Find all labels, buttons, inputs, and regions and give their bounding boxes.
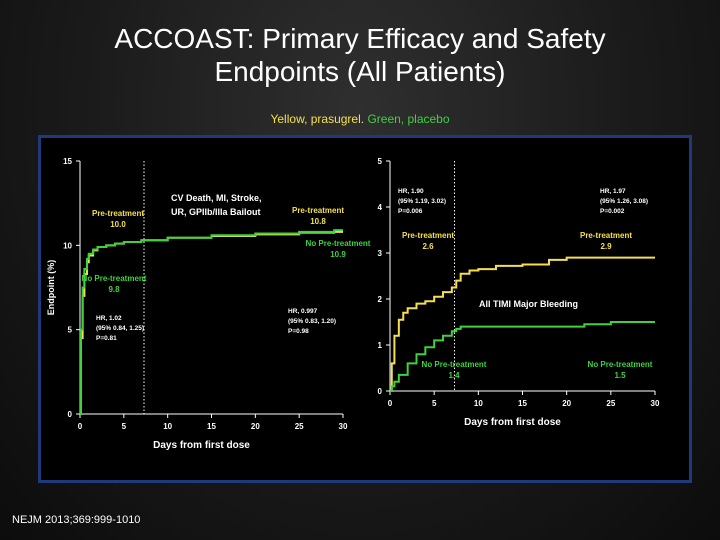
efficacy-stat-ci: (95% 0.84, 1.25) bbox=[96, 325, 144, 332]
efficacy-stat-p: P=0.98 bbox=[288, 328, 309, 335]
efficacy-chart: 0 5 10 15 0 5 10 15 20 25 30 Days from first dose En… bbox=[46, 157, 371, 451]
efficacy-annotation-label: No Pre-treatment bbox=[82, 274, 147, 283]
efficacy-stat-hr: HR, 0.997 bbox=[288, 308, 318, 315]
bleeding-annotation-value: 2.6 bbox=[422, 242, 434, 251]
efficacy-stat-p: P=0.81 bbox=[96, 335, 117, 342]
bleeding-stat-p: P=0.006 bbox=[398, 208, 423, 215]
bleeding-y-tick-label: 5 bbox=[378, 157, 383, 166]
bleeding-annotation-label: Pre-treatment bbox=[402, 231, 454, 240]
bleeding-annotation-label: Pre-treatment bbox=[580, 231, 632, 240]
bleeding-annotation-value: 1.4 bbox=[448, 371, 460, 380]
bleeding-annotation-value: 1.5 bbox=[614, 371, 626, 380]
slide-title-line-1: ACCOAST: Primary Efficacy and Safety bbox=[114, 23, 606, 54]
efficacy-endpoint-label-line-2: UR, GPIIb/IIIa Bailout bbox=[171, 207, 261, 217]
bleeding-series-line-green bbox=[390, 321, 655, 392]
bleeding-x-tick-label: 25 bbox=[606, 399, 615, 408]
bleeding-x-tick-label: 10 bbox=[474, 399, 483, 408]
efficacy-stat-hr: HR, 1.02 bbox=[96, 315, 122, 322]
bleeding-y-tick-label: 3 bbox=[378, 249, 383, 258]
legend-placebo: Green, placebo bbox=[367, 112, 450, 126]
bleeding-x-tick-label: 15 bbox=[518, 399, 527, 408]
legend-prasugrel: Yellow, prasugrel. bbox=[270, 112, 365, 126]
bleeding-stat-hr: HR, 1.90 bbox=[398, 188, 424, 195]
efficacy-x-tick-label: 15 bbox=[207, 422, 216, 431]
efficacy-annotation-value: 10.9 bbox=[330, 250, 346, 259]
bleeding-y-tick-label: 1 bbox=[378, 341, 383, 350]
bleeding-chart: 0 1 2 3 4 5 0 5 10 15 20 25 30 Days from first dose Al… bbox=[378, 157, 660, 428]
efficacy-annotation-label: No Pre-treatment bbox=[306, 239, 371, 248]
slide-title-line-2: Endpoints (All Patients) bbox=[214, 56, 506, 87]
bleeding-stat-ci: (95% 1.26, 3.08) bbox=[600, 198, 648, 205]
efficacy-x-tick-label: 25 bbox=[295, 422, 304, 431]
color-legend-subtitle: Yellow, prasugrel. Green, placebo bbox=[0, 112, 720, 126]
efficacy-y-tick-label: 10 bbox=[63, 241, 72, 250]
bleeding-annotation-label: No Pre-treatment bbox=[422, 360, 487, 369]
efficacy-x-tick-label: 10 bbox=[163, 422, 172, 431]
slide-title: ACCOAST: Primary Efficacy and Safety End… bbox=[0, 22, 720, 88]
efficacy-annotation-value: 9.8 bbox=[108, 285, 120, 294]
citation: NEJM 2013;369:999-1010 bbox=[12, 514, 141, 526]
bleeding-stat-hr: HR, 1.97 bbox=[600, 188, 626, 195]
bleeding-stat-ci: (95% 1.19, 3.02) bbox=[398, 198, 446, 205]
bleeding-annotation-label: No Pre-treatment bbox=[588, 360, 653, 369]
bleeding-y-tick-label: 2 bbox=[378, 295, 383, 304]
bleeding-annotation-value: 2.9 bbox=[600, 242, 612, 251]
bleeding-y-tick-label: 4 bbox=[378, 203, 383, 212]
efficacy-y-tick-label: 15 bbox=[63, 157, 72, 166]
efficacy-stat-ci: (95% 0.83, 1.20) bbox=[288, 318, 336, 325]
efficacy-annotation-label: Pre-treatment bbox=[292, 206, 344, 215]
efficacy-annotation-value: 10.8 bbox=[310, 217, 326, 226]
figure-panel-bg bbox=[41, 138, 689, 480]
efficacy-x-tick-label: 0 bbox=[78, 422, 83, 431]
bleeding-x-tick-label: 5 bbox=[432, 399, 437, 408]
bleeding-x-axis-label: Days from first dose bbox=[464, 417, 561, 428]
bleeding-series-line-yellow bbox=[390, 256, 655, 392]
bleeding-stat-p: P=0.002 bbox=[600, 208, 625, 215]
bleeding-y-tick-label: 0 bbox=[378, 387, 383, 396]
bleeding-x-tick-label: 20 bbox=[562, 399, 571, 408]
efficacy-annotation-value: 10.0 bbox=[110, 220, 126, 229]
efficacy-x-tick-label: 20 bbox=[251, 422, 260, 431]
efficacy-annotation-label: Pre-treatment bbox=[92, 209, 144, 218]
bleeding-x-tick-label: 30 bbox=[651, 399, 660, 408]
efficacy-endpoint-label-line-1: CV Death, MI, Stroke, bbox=[171, 193, 262, 203]
efficacy-x-tick-label: 30 bbox=[339, 422, 348, 431]
efficacy-y-axis-label: Endpoint (%) bbox=[46, 260, 56, 316]
bleeding-x-tick-label: 0 bbox=[388, 399, 393, 408]
efficacy-y-tick-label: 5 bbox=[68, 326, 73, 335]
bleeding-endpoint-label: All TIMI Major Bleeding bbox=[479, 299, 578, 309]
efficacy-x-tick-label: 5 bbox=[122, 422, 127, 431]
efficacy-x-axis-label: Days from first dose bbox=[153, 440, 250, 451]
efficacy-y-tick-label: 0 bbox=[68, 410, 73, 419]
efficacy-series-line-green bbox=[79, 229, 343, 415]
